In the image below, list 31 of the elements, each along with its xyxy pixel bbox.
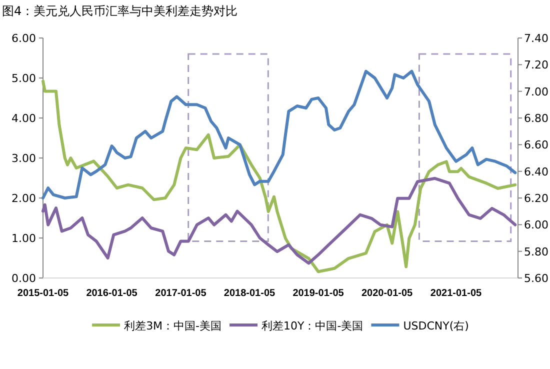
line-series bbox=[42, 70, 517, 200]
y2-tick-label: 5.80 bbox=[524, 245, 548, 258]
y2-tick-label: 6.80 bbox=[524, 112, 548, 125]
x-tick-label: 2017-01-05 bbox=[155, 288, 207, 299]
y2-tick-label: 6.40 bbox=[524, 165, 548, 178]
legend-label: 利差3M：中国-美国 bbox=[124, 320, 222, 332]
y2-tick-label: 7.00 bbox=[524, 85, 548, 98]
y2-tick-label: 7.20 bbox=[524, 58, 548, 72]
y-tick-label: 6.00 bbox=[12, 32, 36, 45]
x-tick-label: 2018-01-05 bbox=[224, 288, 276, 299]
y-tick-label: 5.00 bbox=[12, 72, 36, 85]
x-tick-label: 2015-01-05 bbox=[17, 288, 70, 299]
line-series bbox=[42, 80, 517, 274]
y2-tick-label: 6.20 bbox=[524, 192, 548, 205]
y-tick-label: 2.00 bbox=[12, 192, 36, 205]
legend-label: USDCNY(右) bbox=[403, 320, 469, 332]
legend-label: 利差10Y：中国-美国 bbox=[262, 320, 364, 332]
y-tick-label: 3.00 bbox=[12, 152, 36, 165]
line-series bbox=[42, 176, 517, 265]
y2-tick-label: 5.60 bbox=[524, 272, 548, 285]
y-tick-label: 0.00 bbox=[12, 272, 36, 285]
x-tick-label: 2020-01-05 bbox=[361, 288, 414, 299]
y2-tick-label: 7.40 bbox=[524, 32, 548, 45]
x-tick-label: 2016-01-05 bbox=[86, 288, 138, 299]
x-tick-label: 2021-01-05 bbox=[430, 288, 482, 299]
chart-title: 图4：美元兑人民币汇率与中美利差走势对比 bbox=[2, 4, 238, 18]
y-tick-label: 1.00 bbox=[12, 232, 36, 245]
y-tick-label: 4.00 bbox=[12, 112, 36, 125]
x-tick-label: 2019-01-05 bbox=[292, 288, 344, 299]
y2-tick-label: 6.00 bbox=[524, 218, 548, 232]
y2-tick-label: 6.60 bbox=[524, 138, 548, 152]
